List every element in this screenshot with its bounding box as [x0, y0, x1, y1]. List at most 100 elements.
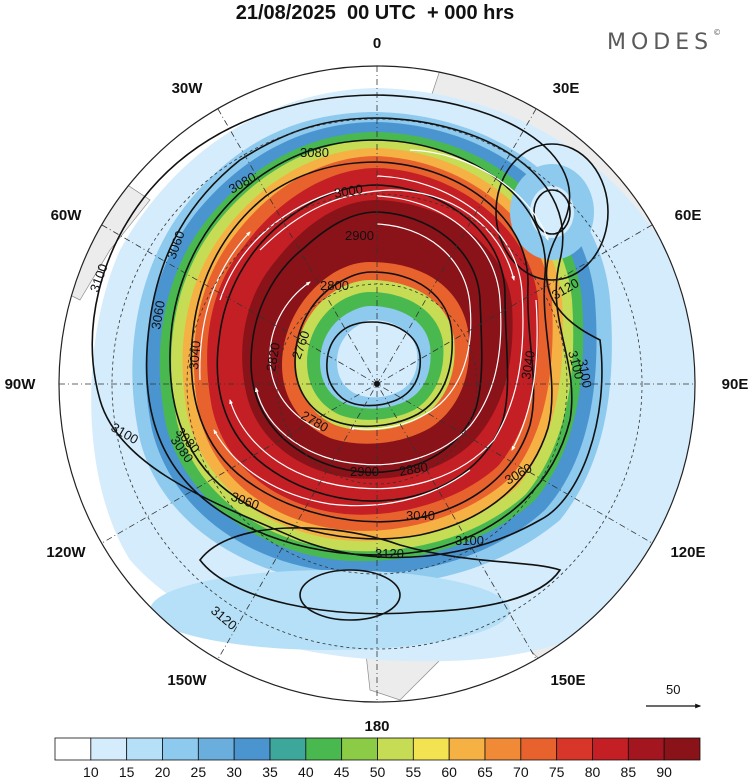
- longitude-labels: 0 30E 60E 90E 120E 150E 180 150W 120W 90…: [5, 35, 749, 735]
- colorbar-tick-label: 10: [83, 764, 99, 780]
- contour-label: 3120: [375, 546, 404, 561]
- colorbar-tick-label: 70: [513, 764, 529, 780]
- stream-5: [219, 189, 341, 301]
- contour-label: 2900: [350, 464, 379, 479]
- contour-2760: [326, 321, 421, 407]
- colorbar-swatch: [233, 737, 271, 761]
- colorbar-tick-label: 30: [226, 764, 242, 780]
- colorbar-swatch: [341, 737, 378, 761]
- contour-label: 2880: [398, 459, 429, 479]
- stream-2: [254, 195, 502, 466]
- colorbar-tick-label: 55: [406, 764, 422, 780]
- brand-text: MODES: [607, 30, 714, 55]
- copyright-mark: ©: [713, 28, 722, 37]
- colorbar-swatch: [412, 737, 450, 761]
- stream-8: [511, 299, 538, 451]
- colorbar-tick-label: 35: [262, 764, 278, 780]
- stream-9: [409, 149, 549, 241]
- contour-label: 3100: [575, 358, 595, 389]
- contour-pacific-3120: [198, 527, 562, 615]
- lon-label-30e: 30E: [553, 80, 580, 97]
- shade-pacific-band: [150, 570, 510, 650]
- colorbar-swatch: [305, 737, 343, 761]
- contour-2900: [250, 211, 483, 474]
- contour-label: 3040: [186, 340, 203, 370]
- vector-reference: 50: [646, 682, 702, 709]
- stream-3: [349, 223, 472, 431]
- contour-label: 3100: [455, 533, 484, 548]
- colorbar-tick-label: 80: [585, 764, 601, 780]
- north-pole-dot: [374, 381, 380, 387]
- stream-10: [269, 281, 321, 431]
- contour-3060: [169, 139, 553, 540]
- map-disk: [59, 66, 695, 702]
- lon-label-120e: 120E: [670, 544, 705, 561]
- lon-label-60w: 60W: [51, 207, 83, 224]
- contour-label: 3000: [333, 181, 364, 201]
- colorbar-swatch: [520, 737, 558, 761]
- contour-3000: [216, 184, 509, 502]
- wind-speed-shading: [91, 88, 695, 662]
- lon-label-30w: 30W: [172, 80, 204, 97]
- contour-3040: [190, 161, 535, 523]
- colorbar-tick-label: 75: [549, 764, 565, 780]
- colorbar: 10 15 20 25 30 35 40 45 50 55 60 65 70 75 80 85 90: [54, 737, 701, 780]
- lon-label-150e: 150E: [550, 672, 585, 689]
- modes-logo: MODES©: [607, 28, 722, 55]
- colorbar-tick-label: 25: [191, 764, 207, 780]
- stream-4: [259, 189, 515, 281]
- lon-label-150w: 150W: [167, 672, 207, 689]
- colorbar-tick-label: 60: [441, 764, 457, 780]
- lon-label-90w: 90W: [5, 376, 37, 393]
- colorbar-swatch: [54, 737, 92, 761]
- colorbar-tick-label: 50: [370, 764, 386, 780]
- colorbar-swatch: [90, 737, 128, 761]
- contour-cutoff-3120: [495, 143, 609, 281]
- lon-label-90e: 90E: [722, 376, 749, 393]
- contour-3080: [145, 117, 573, 556]
- lon-label-0: 0: [373, 35, 381, 52]
- contour-label: 3100: [565, 349, 587, 381]
- lon-label-180: 180: [364, 718, 389, 735]
- contour-2800: [294, 271, 453, 428]
- colorbar-swatch: [162, 737, 199, 761]
- streamlines: [199, 149, 549, 507]
- latitude-circles: [111, 118, 643, 650]
- map-title: 21/08/2025 00 UTC + 000 hrs: [235, 2, 515, 24]
- lon-label-60e: 60E: [675, 207, 702, 224]
- colorbar-tick-label: 85: [621, 764, 637, 780]
- colorbar-swatch: [197, 737, 235, 761]
- colorbar-swatch: [556, 737, 593, 761]
- colorbar-swatch: [269, 737, 307, 761]
- contour-label: 2820: [263, 341, 283, 372]
- shade-inner-10: [337, 320, 418, 398]
- colorbar-tick-label: 20: [155, 764, 171, 780]
- colorbar-tick-label: 40: [298, 764, 314, 780]
- colorbar-swatch: [484, 737, 522, 761]
- stream-6: [199, 231, 251, 381]
- colorbar-tick-label: 15: [119, 764, 135, 780]
- colorbar-swatch: [592, 737, 629, 761]
- lon-label-120w: 120W: [46, 544, 86, 561]
- colorbar-tick-label: 45: [334, 764, 350, 780]
- colorbar-swatch: [663, 737, 701, 761]
- colorbar-tick-label: 65: [477, 764, 493, 780]
- map-border: [58, 65, 696, 703]
- colorbar-swatch: [126, 737, 163, 761]
- colorbar-swatch: [377, 737, 414, 761]
- colorbar-swatch: [448, 737, 486, 761]
- contour-label: 3040: [518, 349, 538, 380]
- contour-label: 3060: [148, 299, 168, 330]
- vector-reference-label: 50: [666, 682, 680, 697]
- colorbar-tick-label: 90: [656, 764, 672, 780]
- contour-label: 3080: [300, 145, 329, 160]
- colorbar-swatch: [627, 737, 665, 761]
- contour-3100: [91, 94, 603, 559]
- contour-label: 2800: [320, 278, 349, 293]
- stream-1: [229, 175, 524, 490]
- contour-pacific-3100: [299, 569, 401, 621]
- height-contours: [91, 94, 609, 621]
- contour-label: 3040: [406, 508, 435, 523]
- contour-label: 2900: [345, 228, 374, 243]
